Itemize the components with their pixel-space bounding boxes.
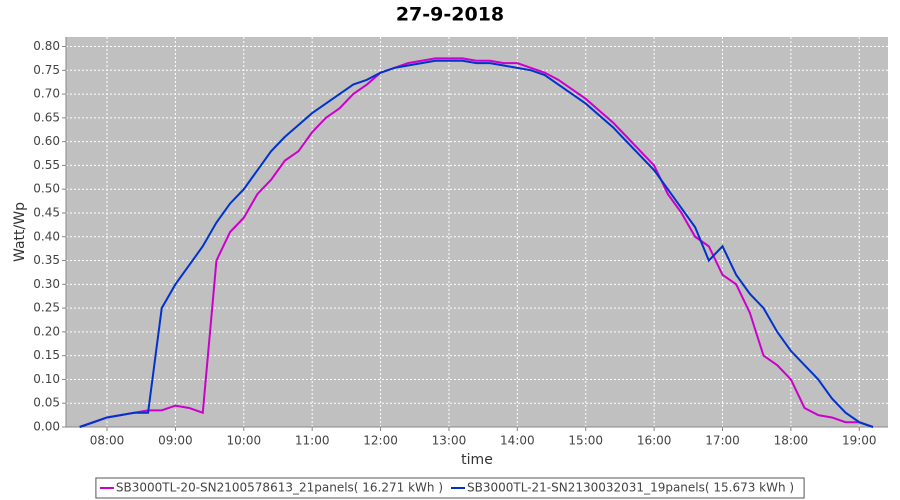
x-tick-label: 13:00: [432, 434, 467, 448]
y-tick-label: 0.70: [33, 87, 60, 101]
y-tick-label: 0.00: [33, 420, 60, 434]
x-tick-label: 17:00: [705, 434, 740, 448]
y-tick-label: 0.25: [33, 301, 60, 315]
y-tick-label: 0.40: [33, 229, 60, 243]
y-tick-label: 0.20: [33, 324, 60, 338]
y-tick-label: 0.65: [33, 110, 60, 124]
x-tick-label: 15:00: [568, 434, 603, 448]
legend-label: SB3000TL-21-SN2130032031_19panels( 15.67…: [467, 481, 794, 495]
x-tick-label: 09:00: [158, 434, 193, 448]
series-line: [79, 59, 874, 428]
y-tick-label: 0.05: [33, 396, 60, 410]
x-tick-label: 16:00: [637, 434, 672, 448]
x-tick-label: 11:00: [295, 434, 330, 448]
y-tick-label: 0.45: [33, 205, 60, 219]
y-tick-label: 0.30: [33, 277, 60, 291]
x-tick-label: 19:00: [842, 434, 877, 448]
y-tick-label: 0.50: [33, 182, 60, 196]
legend-label: SB3000TL-20-SN2100578613_21panels( 16.27…: [116, 481, 443, 495]
y-tick-label: 0.80: [33, 39, 60, 53]
legend-box: [95, 477, 805, 499]
legend: SB3000TL-20-SN2100578613_21panels( 16.27…: [95, 477, 805, 499]
x-axis-label: time: [461, 452, 493, 468]
y-tick-label: 0.10: [33, 372, 60, 386]
x-tick-label: 12:00: [363, 434, 398, 448]
y-tick-label: 0.15: [33, 348, 60, 362]
y-tick-label: 0.35: [33, 253, 60, 267]
x-tick-label: 10:00: [227, 434, 262, 448]
y-tick-label: 0.60: [33, 134, 60, 148]
y-axis-label: Watt/Wp: [12, 202, 28, 262]
plot-area: [66, 37, 888, 427]
x-tick-label: 08:00: [90, 434, 125, 448]
x-tick-label: 14:00: [500, 434, 535, 448]
y-tick-label: 0.75: [33, 63, 60, 77]
x-tick-label: 18:00: [774, 434, 809, 448]
chart-title: 27-9-2018: [396, 4, 504, 26]
y-tick-label: 0.55: [33, 158, 60, 172]
series-line: [79, 57, 874, 428]
